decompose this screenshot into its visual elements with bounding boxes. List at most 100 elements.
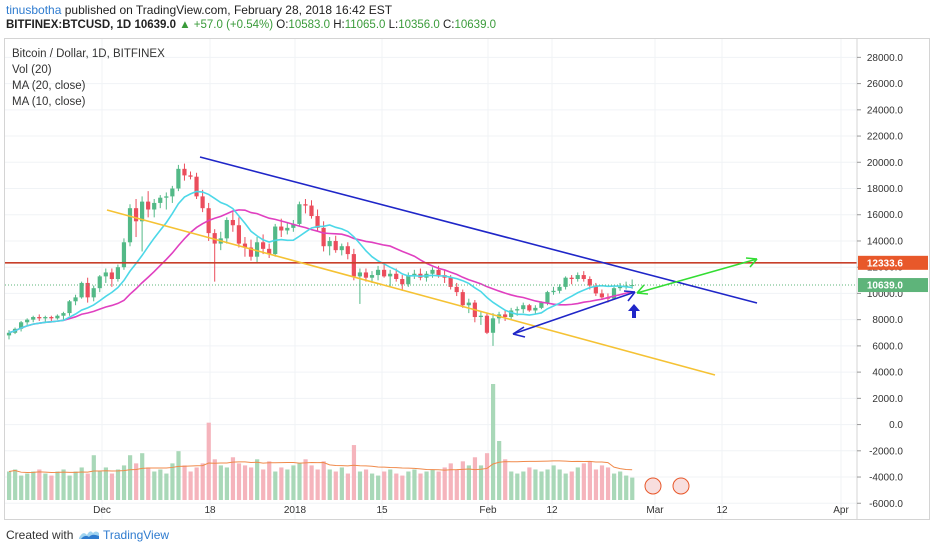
volume-bar xyxy=(140,453,145,500)
volume-bar xyxy=(309,465,314,500)
legend-ma10[interactable]: MA (10, close) xyxy=(12,96,86,108)
candle-body xyxy=(321,227,326,247)
volume-bar xyxy=(442,467,447,500)
candle-body xyxy=(357,272,362,277)
candle-body xyxy=(43,317,48,319)
volume-bar xyxy=(182,465,187,500)
candle-body xyxy=(339,246,344,251)
volume-bar xyxy=(109,473,115,500)
volume-bar xyxy=(382,471,387,500)
volume-bar xyxy=(484,453,490,500)
volume-bar xyxy=(212,459,217,500)
candle-body xyxy=(248,247,254,257)
arrow-head-left xyxy=(512,326,526,338)
volume-bar xyxy=(176,451,181,500)
volume-bar xyxy=(188,471,193,500)
candle-body xyxy=(230,219,235,226)
legend-ma20[interactable]: MA (20, close) xyxy=(12,80,86,92)
volume-bar xyxy=(394,473,399,500)
candle-body xyxy=(448,277,453,287)
volume-bar xyxy=(351,445,357,500)
volume-bar xyxy=(261,469,266,500)
volume-bar xyxy=(194,467,199,500)
candle-body xyxy=(242,243,248,248)
tradingview-brand[interactable]: TradingView xyxy=(103,528,170,542)
volume-bar xyxy=(472,457,478,500)
candle-body xyxy=(176,168,181,189)
candle-body xyxy=(412,273,417,276)
volume-bar xyxy=(569,471,574,500)
volume-bar xyxy=(273,471,278,500)
volume-bar xyxy=(230,457,236,500)
candle-body xyxy=(73,297,78,302)
candle-body xyxy=(79,282,84,298)
volume-bar xyxy=(13,469,18,500)
volume-bar xyxy=(7,471,12,500)
drawing-overlays xyxy=(5,156,857,495)
high-value: 11065.0 xyxy=(344,19,386,31)
candle-body xyxy=(533,307,538,311)
candle-body xyxy=(152,202,157,210)
candle-body xyxy=(557,286,562,291)
volume-bar xyxy=(406,471,411,500)
price-tick-label: -4000.0 xyxy=(869,473,903,484)
volume-bar xyxy=(424,471,429,500)
volume-bar xyxy=(31,471,36,500)
candle-body xyxy=(400,279,405,285)
price-tick-label: 0.0 xyxy=(889,420,903,431)
candle-body xyxy=(25,319,30,323)
volume-bar xyxy=(478,465,484,500)
volume-bar xyxy=(218,465,223,500)
chart-frame[interactable]: -6000.0 -4000.0 -2000.0 0.0 2000.0 4000.0 6000… xyxy=(4,38,930,520)
candle-body xyxy=(509,310,514,318)
volume-bar xyxy=(503,459,508,500)
price-chart[interactable]: -6000.0 -4000.0 -2000.0 0.0 2000.0 4000.0 6000… xyxy=(5,39,929,519)
volume-bar xyxy=(400,475,405,500)
candle-body xyxy=(97,276,102,289)
volume-bar xyxy=(333,471,338,500)
candle-body xyxy=(285,227,290,231)
volume-bar xyxy=(605,467,611,500)
volume-bar xyxy=(412,469,417,500)
volume-bar xyxy=(575,467,580,500)
last-price: 10639.0 xyxy=(134,19,177,31)
volume-bar xyxy=(128,455,133,500)
author-link[interactable]: tinusbotha xyxy=(6,3,62,17)
candle-body xyxy=(303,204,308,206)
candle-body xyxy=(375,269,381,276)
candle-body xyxy=(291,223,296,228)
volume-bar xyxy=(545,469,550,500)
volume-bar xyxy=(55,471,60,500)
candle-body xyxy=(327,240,332,247)
candle-body xyxy=(140,201,145,222)
volume-bar xyxy=(279,467,284,500)
volume-ma-line xyxy=(8,460,633,474)
volume-bar xyxy=(25,473,30,500)
price-tick-label: 2000.0 xyxy=(872,394,903,405)
event-flag-icon xyxy=(672,477,690,495)
created-with-text: Created with xyxy=(6,528,74,542)
volume-bar xyxy=(370,473,375,500)
volume-bar xyxy=(357,471,363,500)
volume-bar xyxy=(581,463,586,500)
candle-body xyxy=(133,208,139,222)
volume-bar xyxy=(255,459,260,500)
price-tick-label: 4000.0 xyxy=(872,368,903,379)
volume-bar xyxy=(37,469,42,500)
price-tick-label: 24000.0 xyxy=(867,105,904,116)
candle-body xyxy=(103,272,108,277)
candle-body xyxy=(333,240,338,251)
open-key: O: xyxy=(276,19,289,31)
candles xyxy=(6,163,635,346)
volume-bar xyxy=(158,469,163,500)
price-change: ▲ +57.0 (+0.54%) xyxy=(179,19,274,31)
projection-arrow-tail xyxy=(636,284,649,295)
legend-volume[interactable]: Vol (20) xyxy=(12,64,52,76)
volume-bar xyxy=(267,461,272,500)
volume-bar xyxy=(121,465,127,500)
candle-body xyxy=(478,315,483,318)
time-tick-label: 15 xyxy=(376,505,388,516)
candle-body xyxy=(91,288,96,298)
volume-bar xyxy=(315,469,320,500)
candle-body xyxy=(158,197,163,203)
